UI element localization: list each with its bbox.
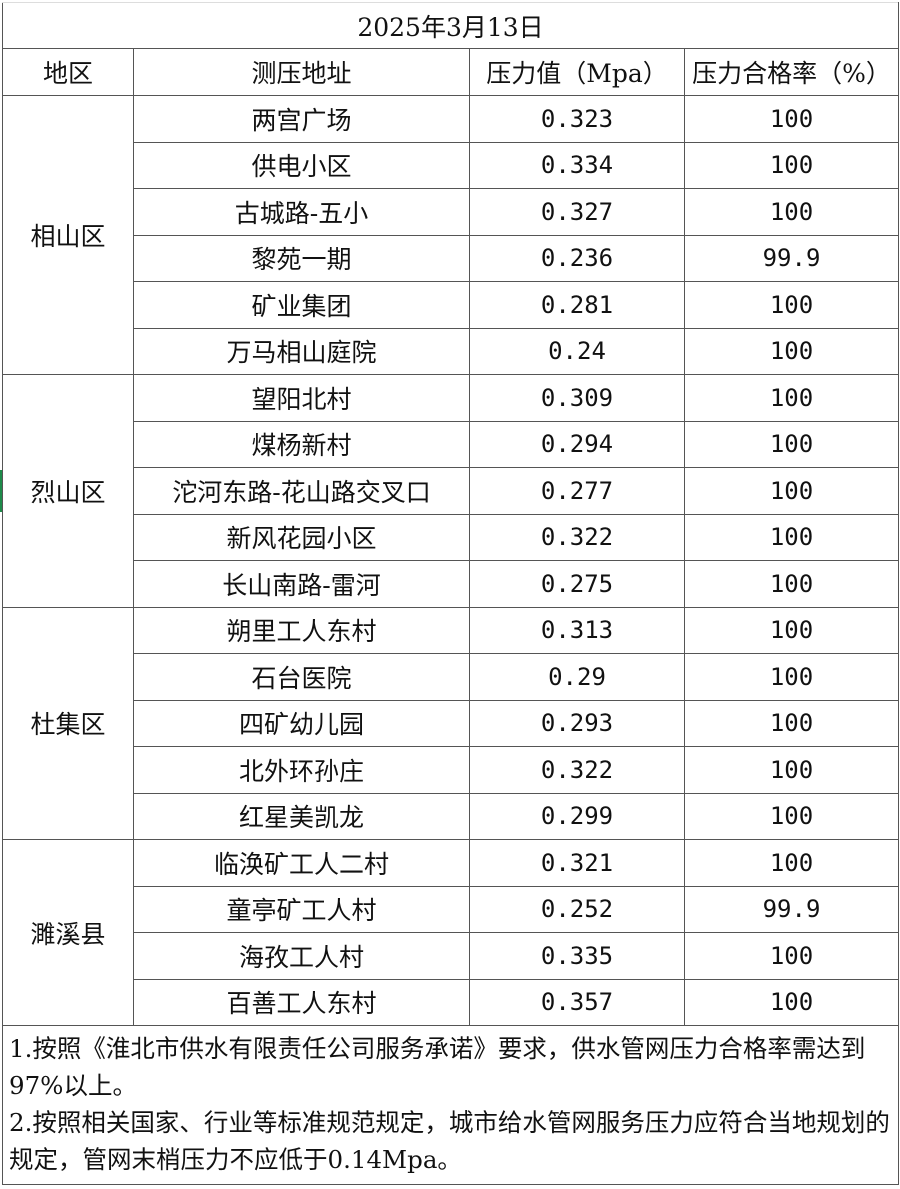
pressure-cell[interactable]: 0.334 — [469, 141, 685, 189]
table-row: 矿业集团 0.281 100 — [3, 281, 900, 329]
row-selection-marker — [0, 470, 2, 512]
notes-cell[interactable]: 1.按照《淮北市供水有限责任公司服务承诺》要求，供水管网压力合格率需达到97%以… — [1, 1025, 900, 1185]
pressure-cell[interactable]: 0.313 — [469, 606, 685, 654]
address-cell[interactable]: 供电小区 — [133, 141, 470, 189]
table-row: 杜集区 朔里工人东村 0.313 100 — [2, 606, 900, 840]
rate-cell[interactable]: 100 — [683, 978, 900, 1026]
rate-cell[interactable]: 100 — [683, 932, 900, 980]
address-cell[interactable]: 黎苑一期 — [133, 234, 470, 282]
title-row: 2025年3月13日 — [1, 2, 900, 49]
header-pressure: 压力值（Mpa） — [469, 48, 685, 96]
table-row: 烈山区 望阳北村 0.309 100 — [2, 374, 900, 608]
header-row: 地区 测压地址 压力值（Mpa） 压力合格率（%） — [2, 48, 900, 96]
pressure-cell[interactable]: 0.281 — [469, 281, 685, 329]
table-title: 2025年3月13日 — [1, 2, 900, 49]
rate-cell[interactable]: 100 — [683, 560, 900, 608]
rate-cell[interactable]: 100 — [683, 839, 900, 887]
address-cell[interactable]: 矿业集团 — [133, 281, 470, 329]
address-cell[interactable]: 童亭矿工人村 — [133, 885, 470, 933]
header-address: 测压地址 — [133, 48, 470, 96]
address-cell[interactable]: 四矿幼儿园 — [133, 699, 470, 747]
address-cell[interactable]: 红星美凯龙 — [133, 792, 470, 840]
table-row: 长山南路-雷河 0.275 100 — [3, 560, 900, 608]
pressure-cell[interactable]: 0.29 — [469, 653, 685, 701]
address-cell[interactable]: 煤杨新村 — [133, 420, 470, 468]
pressure-cell[interactable]: 0.275 — [469, 560, 685, 608]
pressure-cell[interactable]: 0.294 — [469, 420, 685, 468]
address-cell[interactable]: 望阳北村 — [133, 374, 470, 422]
table-row: 万马相山庭院 0.24 100 — [3, 327, 900, 375]
table-row: 煤杨新村 0.294 100 — [3, 420, 900, 468]
rate-cell[interactable]: 99.9 — [683, 885, 900, 933]
pressure-cell[interactable]: 0.236 — [469, 234, 685, 282]
pressure-cell[interactable]: 0.277 — [469, 467, 685, 515]
address-cell[interactable]: 古城路-五小 — [133, 188, 470, 236]
rate-cell[interactable]: 100 — [683, 188, 900, 236]
region-cell[interactable]: 烈山区 — [2, 374, 134, 608]
note-text: 1.按照《淮北市供水有限责任公司服务承诺》要求，供水管网压力合格率需达到97%以… — [9, 1034, 866, 1100]
pressure-cell[interactable]: 0.293 — [469, 699, 685, 747]
rate-cell[interactable]: 100 — [683, 746, 900, 794]
header-rate: 压力合格率（%） — [683, 48, 900, 96]
table-row: 北外环孙庄 0.322 100 — [3, 746, 900, 794]
pressure-cell[interactable]: 0.309 — [469, 374, 685, 422]
region-cell[interactable]: 杜集区 — [2, 606, 134, 840]
table-row: 海孜工人村 0.335 100 — [3, 932, 900, 980]
rate-cell[interactable]: 100 — [683, 513, 900, 561]
header-region: 地区 — [2, 48, 134, 96]
table-row: 濉溪县 临涣矿工人二村 0.321 100 — [2, 839, 900, 1026]
rate-cell[interactable]: 99.9 — [683, 234, 900, 282]
address-cell[interactable]: 百善工人东村 — [133, 978, 470, 1026]
address-cell[interactable]: 朔里工人东村 — [133, 606, 470, 654]
address-cell[interactable]: 新风花园小区 — [133, 513, 470, 561]
table-row: 石台医院 0.29 100 — [3, 653, 900, 701]
rate-cell[interactable]: 100 — [683, 653, 900, 701]
table-row: 黎苑一期 0.236 99.9 — [3, 234, 900, 282]
table-row: 供电小区 0.334 100 — [3, 141, 900, 189]
rate-cell[interactable]: 100 — [683, 606, 900, 654]
pressure-cell[interactable]: 0.323 — [469, 95, 685, 143]
rate-cell[interactable]: 100 — [683, 95, 900, 143]
rate-cell[interactable]: 100 — [683, 141, 900, 189]
address-cell[interactable]: 临涣矿工人二村 — [133, 839, 470, 887]
table-row: 百善工人东村 0.357 100 — [3, 978, 900, 1026]
table-row: 童亭矿工人村 0.252 99.9 — [3, 885, 900, 933]
note-text: 2.按照相关国家、行业等标准规范规定，城市给水管网服务压力应符合当地规划的规定，… — [9, 1108, 890, 1174]
table-row: 沱河东路-花山路交叉口 0.277 100 — [3, 467, 900, 515]
rate-cell[interactable]: 100 — [683, 281, 900, 329]
pressure-cell[interactable]: 0.299 — [469, 792, 685, 840]
address-cell[interactable]: 两宫广场 — [133, 95, 470, 143]
table-row: 新风花园小区 0.322 100 — [3, 513, 900, 561]
pressure-cell[interactable]: 0.252 — [469, 885, 685, 933]
pressure-cell[interactable]: 0.335 — [469, 932, 685, 980]
notes-row: 1.按照《淮北市供水有限责任公司服务承诺》要求，供水管网压力合格率需达到97%以… — [1, 1025, 900, 1185]
address-cell[interactable]: 北外环孙庄 — [133, 746, 470, 794]
region-cell[interactable]: 相山区 — [2, 95, 134, 375]
pressure-cell[interactable]: 0.322 — [469, 513, 685, 561]
rate-cell[interactable]: 100 — [683, 420, 900, 468]
pressure-cell[interactable]: 0.357 — [469, 978, 685, 1026]
pressure-cell[interactable]: 0.322 — [469, 746, 685, 794]
rate-cell[interactable]: 100 — [683, 467, 900, 515]
rate-cell[interactable]: 100 — [683, 792, 900, 840]
address-cell[interactable]: 海孜工人村 — [133, 932, 470, 980]
pressure-cell[interactable]: 0.327 — [469, 188, 685, 236]
region-cell[interactable]: 濉溪县 — [2, 839, 134, 1026]
pressure-cell[interactable]: 0.24 — [469, 327, 685, 375]
address-cell[interactable]: 石台医院 — [133, 653, 470, 701]
table-row: 红星美凯龙 0.299 100 — [3, 792, 900, 840]
rate-cell[interactable]: 100 — [683, 327, 900, 375]
rate-cell[interactable]: 100 — [683, 374, 900, 422]
table-row: 相山区 两宫广场 0.323 100 — [2, 95, 900, 375]
table-row: 古城路-五小 0.327 100 — [3, 188, 900, 236]
rate-cell[interactable]: 100 — [683, 699, 900, 747]
address-cell[interactable]: 万马相山庭院 — [133, 327, 470, 375]
table-row: 四矿幼儿园 0.293 100 — [3, 699, 900, 747]
address-cell[interactable]: 沱河东路-花山路交叉口 — [133, 467, 470, 515]
address-cell[interactable]: 长山南路-雷河 — [133, 560, 470, 608]
pressure-cell[interactable]: 0.321 — [469, 839, 685, 887]
